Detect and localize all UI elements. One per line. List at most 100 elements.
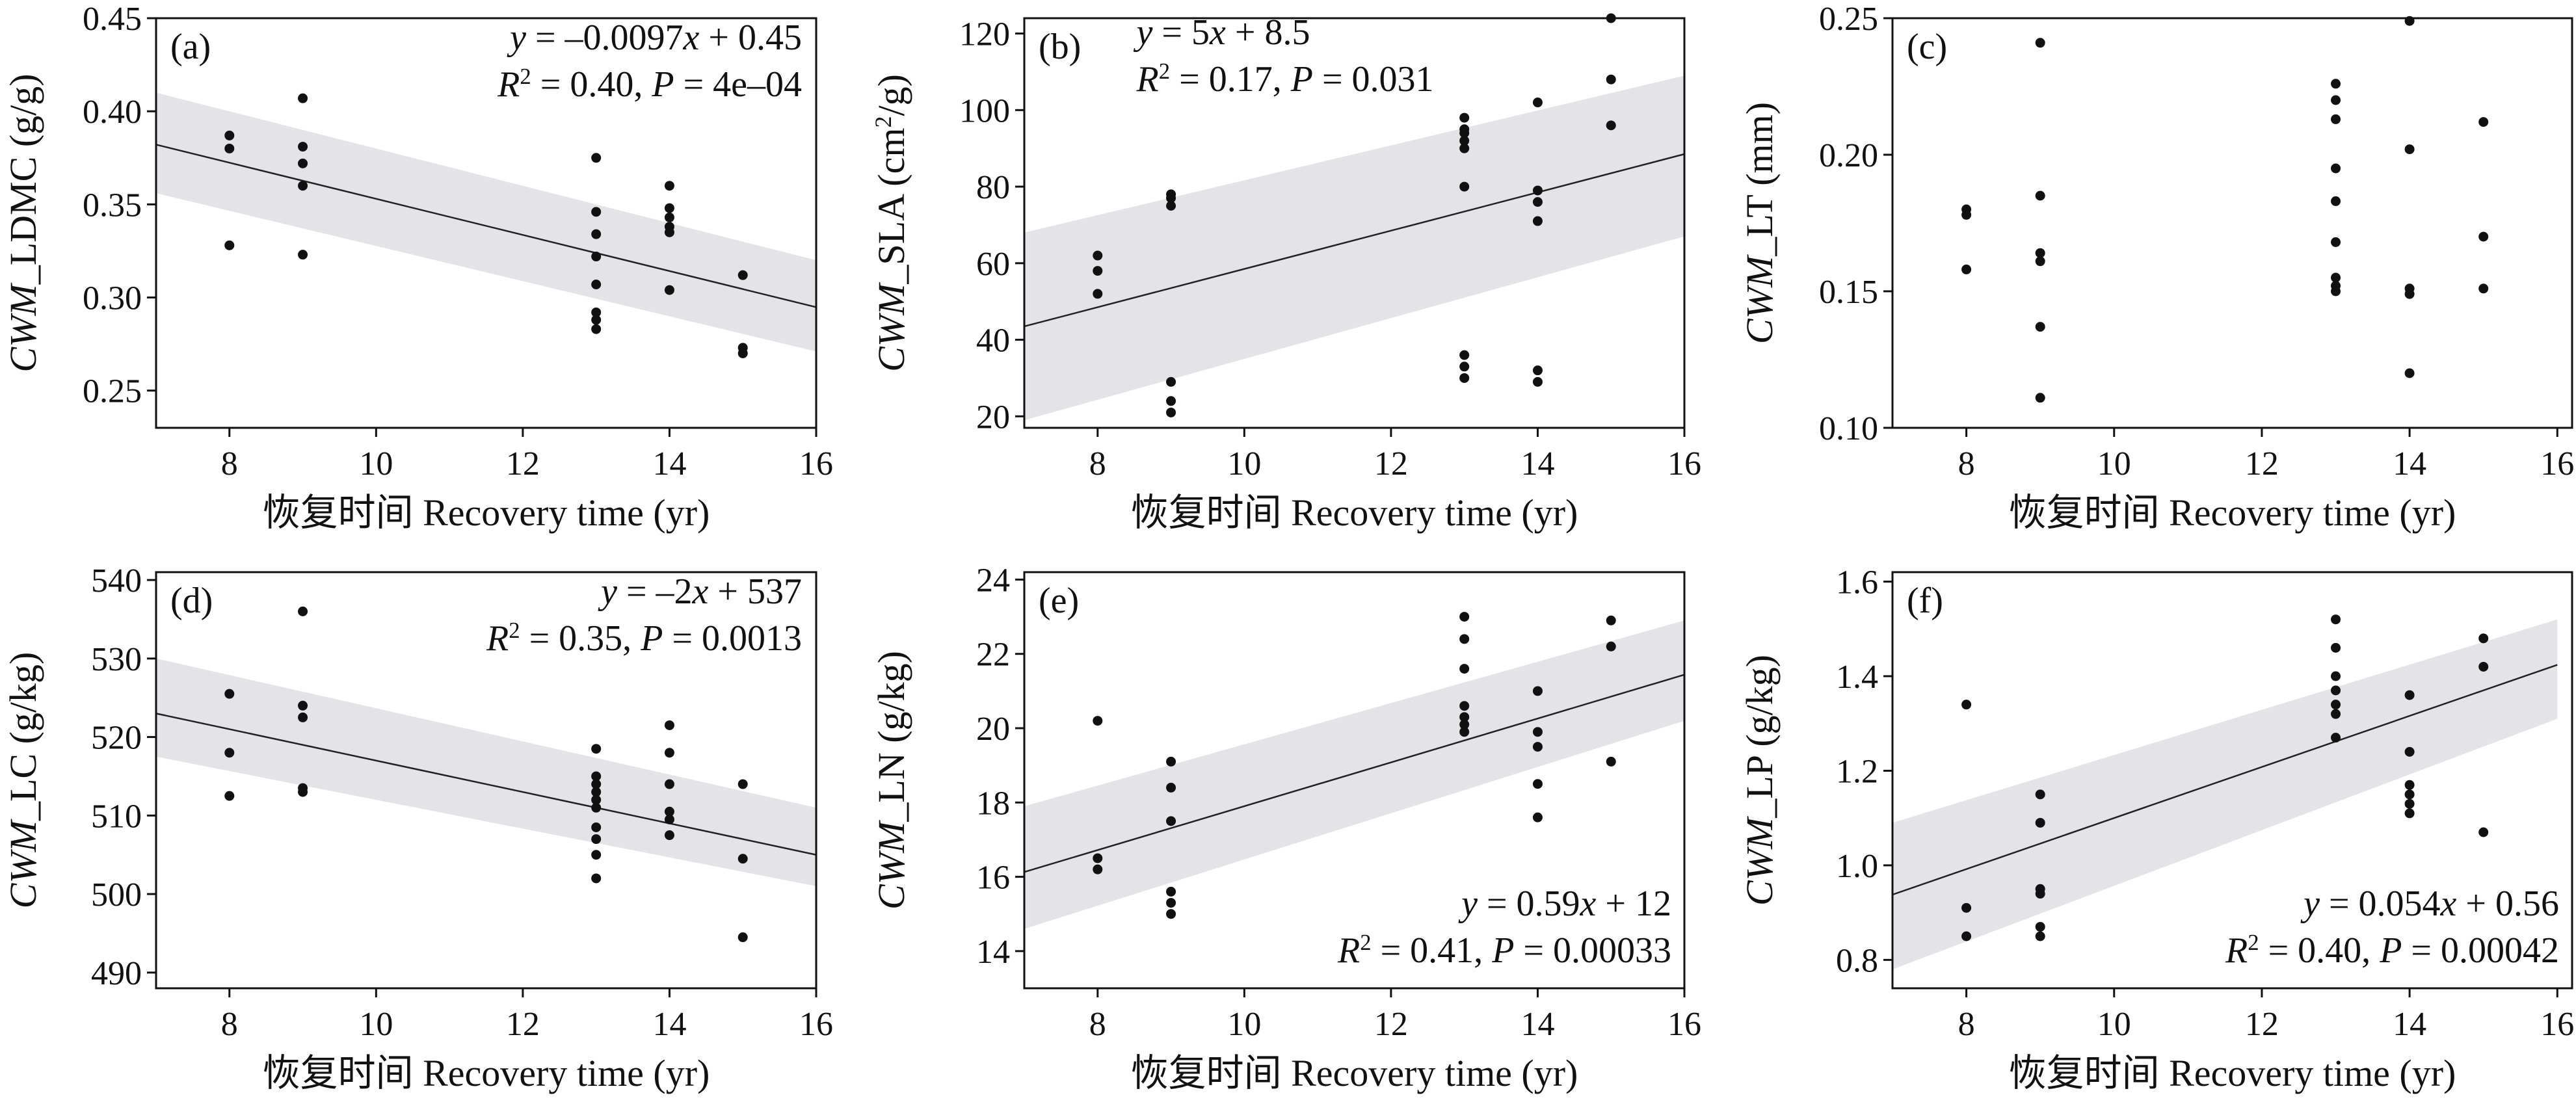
data-point: [1166, 396, 1176, 406]
data-point: [2404, 144, 2415, 155]
panel-d: 8 10 12 14 16 490 500 510 520 530 540 恢复时间 Recovery…: [2, 562, 833, 1094]
data-point: [2035, 38, 2045, 48]
data-point: [2331, 272, 2341, 283]
data-point: [591, 771, 602, 782]
data-point: [664, 285, 674, 295]
x-axis-label: 恢复时间 Recovery time (yr): [2009, 492, 2456, 534]
data-point: [2478, 827, 2489, 837]
data-point: [664, 830, 674, 841]
y-tick-label: 0.30: [83, 280, 142, 317]
confidence-band: [156, 92, 816, 352]
panel-label: (b): [1039, 27, 1081, 67]
data-point: [591, 795, 602, 805]
y-axis-label: CWM_LP (g/kg): [1738, 655, 1781, 906]
data-point: [1166, 886, 1176, 897]
data-point: [664, 748, 674, 758]
x-tick-label: 16: [2540, 445, 2574, 482]
data-point: [1532, 185, 1543, 196]
y-axis-label: CWM_LDMC (g/g): [2, 73, 44, 372]
data-point: [1166, 407, 1176, 417]
x-tick-label: 8: [221, 445, 238, 482]
y-tick-label: 0.10: [1819, 410, 1878, 447]
data-point: [1961, 931, 1972, 941]
x-tick-label: 8: [1089, 445, 1106, 482]
data-point: [2035, 817, 2045, 828]
data-point: [2478, 283, 2489, 294]
panel-label: (d): [170, 581, 213, 621]
data-point: [298, 93, 308, 103]
data-point: [224, 748, 235, 758]
y-axis-label: CWM_SLA (cm2/g): [870, 74, 912, 372]
x-tick-label: 12: [1374, 1006, 1408, 1043]
data-point: [1166, 201, 1176, 211]
regression-equation: y = –0.0097x + 0.45: [507, 18, 802, 58]
y-tick-label: 18: [976, 785, 1010, 822]
regression-equation: y = 0.59x + 12: [1458, 884, 1671, 924]
y-tick-label: 1.2: [1836, 753, 1878, 790]
confidence-band: [156, 658, 816, 887]
data-point: [1532, 742, 1543, 752]
x-tick-label: 12: [506, 1006, 540, 1043]
regression-stats: R2 = 0.40, P = 0.00042: [2225, 930, 2559, 971]
data-point: [2404, 789, 2415, 800]
y-tick-label: 0.20: [1819, 137, 1878, 174]
data-point: [2035, 191, 2045, 201]
data-point: [1532, 812, 1543, 822]
data-point: [1093, 289, 1103, 299]
data-point: [2404, 780, 2415, 790]
data-point: [1961, 209, 1972, 220]
data-point: [1459, 664, 1470, 674]
panel-c: 8 10 12 14 16 0.10 0.15 0.20 0.25 恢复时间 Recovery t…: [1738, 1, 2574, 534]
data-point: [298, 606, 308, 616]
y-tick-label: 0.8: [1836, 942, 1878, 979]
x-tick-label: 12: [506, 445, 540, 482]
y-tick-label: 540: [91, 562, 142, 599]
y-tick-label: 0.25: [1819, 1, 1878, 38]
data-point: [591, 802, 602, 813]
y-tick-label: 20: [976, 399, 1010, 436]
data-point: [1532, 216, 1543, 226]
regression-stats: R2 = 0.17, P = 0.031: [1136, 59, 1434, 100]
y-tick-label: 1.0: [1836, 848, 1878, 885]
data-point: [737, 932, 748, 943]
data-point: [1166, 376, 1176, 387]
data-point: [2331, 700, 2341, 710]
data-point: [1459, 712, 1470, 722]
data-point: [1166, 816, 1176, 826]
data-point: [1166, 756, 1176, 767]
panel-b: 8 10 12 14 16 20 40 60 80 100 120 恢复时间 Recovery tim…: [870, 12, 1701, 534]
data-point: [2478, 633, 2489, 644]
y-axis-label: CWM_LT (mm): [1738, 102, 1781, 344]
data-point: [664, 227, 674, 237]
data-point: [2035, 248, 2045, 258]
regression-stats: R2 = 0.41, P = 0.00033: [1337, 930, 1671, 971]
data-point: [1459, 143, 1470, 153]
y-tick-label: 20: [976, 711, 1010, 748]
data-point: [664, 720, 674, 730]
data-point: [2035, 921, 2045, 932]
data-point: [298, 250, 308, 260]
x-tick-label: 16: [799, 1006, 833, 1043]
data-point: [2331, 114, 2341, 124]
x-tick-label: 14: [652, 1006, 686, 1043]
data-point: [298, 158, 308, 168]
data-point: [1166, 898, 1176, 908]
data-point: [2331, 709, 2341, 719]
x-tick-label: 10: [2097, 445, 2131, 482]
data-point: [1093, 716, 1103, 726]
data-point: [1532, 779, 1543, 789]
data-point: [2331, 237, 2341, 247]
data-point: [2404, 808, 2415, 819]
regression-line: [1892, 664, 2558, 896]
y-tick-label: 80: [976, 169, 1010, 206]
data-point: [1166, 193, 1176, 204]
y-tick-label: 1.6: [1836, 564, 1878, 601]
y-tick-label: 100: [959, 92, 1010, 129]
regression-line: [1024, 153, 1685, 328]
panel-label: (a): [170, 27, 211, 67]
x-tick-label: 10: [359, 445, 393, 482]
panel-e: 8 10 12 14 16 14 16 18 20 22 24 恢复时间 Recovery time …: [870, 562, 1701, 1094]
regression-line: [1024, 674, 1685, 873]
data-point: [1459, 112, 1470, 123]
data-point: [664, 814, 674, 824]
